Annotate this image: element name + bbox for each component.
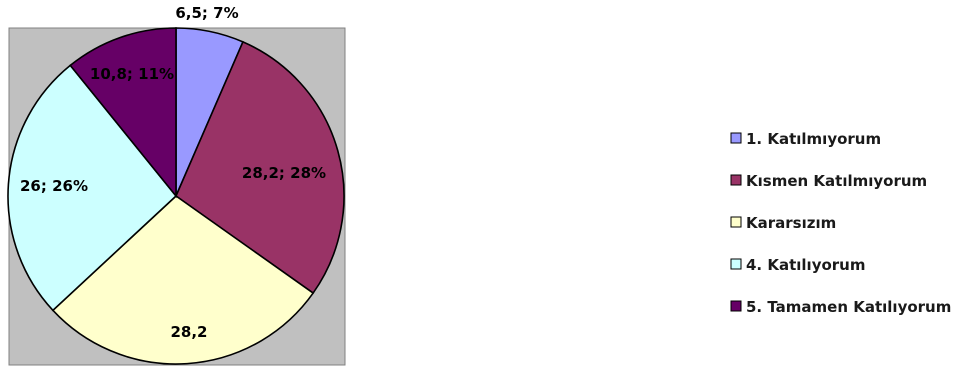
legend-swatch xyxy=(730,300,742,312)
legend-swatch xyxy=(730,174,742,186)
data-labels: 6,5; 7% 28,2; 28% 28,2 26; 26% 10,8; 11% xyxy=(20,4,326,341)
legend-swatch xyxy=(730,216,742,228)
data-label: 6,5; 7% xyxy=(175,4,238,22)
legend-label: 4. Katılıyorum xyxy=(746,256,866,274)
pie-slice xyxy=(7,64,178,312)
pie-slices xyxy=(7,27,345,365)
pie-slice xyxy=(69,27,177,199)
data-label: 28,2; 28% xyxy=(242,164,326,182)
legend-label: Kısmen Katılmıyorum xyxy=(746,172,927,190)
legend-swatch xyxy=(730,132,742,144)
pie-slice xyxy=(175,40,345,295)
legend-label: 5. Tamamen Katılıyorum xyxy=(746,298,951,316)
data-label: 28,2 xyxy=(170,323,207,341)
legend: 1. Katılmıyorum Kısmen Katılmıyorum Karars… xyxy=(730,130,951,316)
data-label: 10,8; 11% xyxy=(90,65,174,83)
legend-label: 1. Katılmıyorum xyxy=(746,130,881,148)
legend-label: Kararsızım xyxy=(746,214,836,232)
legend-swatch xyxy=(730,258,742,270)
pie-slice xyxy=(51,194,315,365)
data-label: 26; 26% xyxy=(20,177,88,195)
